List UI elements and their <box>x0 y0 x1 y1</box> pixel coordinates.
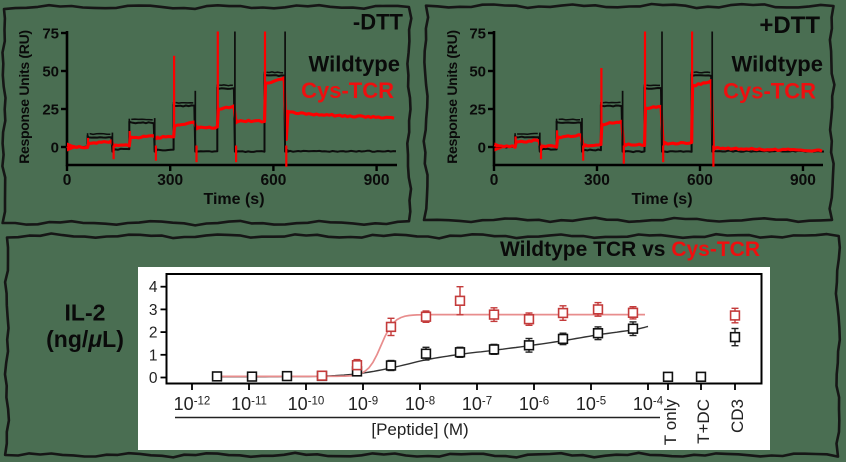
svg-text:300: 300 <box>584 172 610 189</box>
svg-text:2: 2 <box>149 325 158 342</box>
svg-text:0: 0 <box>490 172 499 189</box>
svg-text:Response Units (RU): Response Units (RU) <box>444 30 460 164</box>
svg-text:Response Units (RU): Response Units (RU) <box>16 30 32 164</box>
svg-text:[Peptide] (M): [Peptide] (M) <box>371 420 468 439</box>
svg-text:IL-2: IL-2 <box>65 300 106 326</box>
svg-text:4: 4 <box>149 279 158 296</box>
svg-text:75: 75 <box>469 26 486 43</box>
svg-text:Wildtype TCR vs Cys-TCR: Wildtype TCR vs Cys-TCR <box>500 238 760 261</box>
svg-text:600: 600 <box>687 172 713 189</box>
svg-text:50: 50 <box>42 64 59 81</box>
svg-text:Cys-TCR: Cys-TCR <box>301 78 394 103</box>
svg-text:Wildtype: Wildtype <box>309 52 400 77</box>
svg-text:0: 0 <box>149 370 158 387</box>
svg-text:T+DC: T+DC <box>694 399 713 444</box>
svg-text:3: 3 <box>149 302 158 319</box>
svg-text:25: 25 <box>42 102 59 119</box>
svg-text:900: 900 <box>364 172 390 189</box>
svg-text:CD3: CD3 <box>728 399 747 433</box>
svg-text:600: 600 <box>260 172 286 189</box>
svg-text:(ng/μL): (ng/μL) <box>46 326 124 352</box>
svg-text:0: 0 <box>478 140 486 157</box>
svg-text:Time (s): Time (s) <box>203 191 264 208</box>
svg-text:50: 50 <box>469 64 486 81</box>
svg-text:0: 0 <box>51 140 59 157</box>
svg-text:T only: T only <box>661 399 680 446</box>
svg-text:Wildtype: Wildtype <box>732 52 823 77</box>
svg-text:300: 300 <box>157 172 183 189</box>
svg-text:75: 75 <box>42 26 59 43</box>
svg-text:-DTT: -DTT <box>353 10 404 35</box>
svg-text:Time (s): Time (s) <box>631 191 692 208</box>
svg-text:25: 25 <box>469 102 486 119</box>
svg-text:900: 900 <box>790 172 816 189</box>
svg-text:0: 0 <box>63 172 72 189</box>
svg-text:+DTT: +DTT <box>759 12 820 39</box>
svg-text:1: 1 <box>149 347 158 364</box>
svg-text:Cys-TCR: Cys-TCR <box>723 79 816 104</box>
